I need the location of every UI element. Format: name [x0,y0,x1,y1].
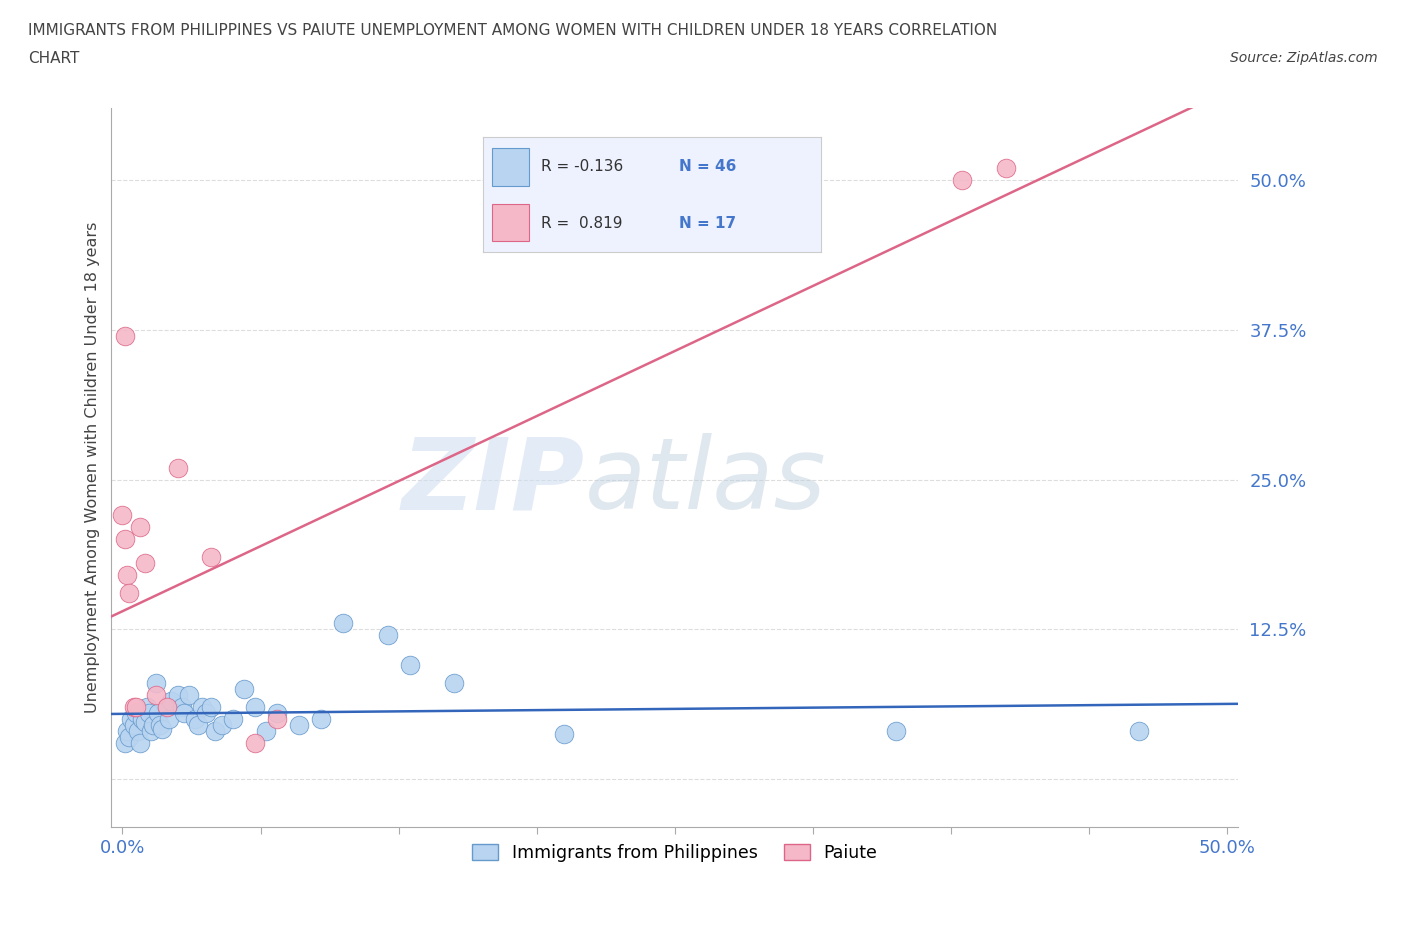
Point [243,699,266,714]
Point [111,508,134,523]
Point [266,711,288,726]
Text: Source: ZipAtlas.com: Source: ZipAtlas.com [1230,51,1378,65]
Point [149,718,172,733]
Point [145,688,167,703]
Point [166,460,188,475]
Text: IMMIGRANTS FROM PHILIPPINES VS PAIUTE UNEMPLOYMENT AMONG WOMEN WITH CHILDREN UND: IMMIGRANTS FROM PHILIPPINES VS PAIUTE UN… [28,23,997,38]
Text: ZIP: ZIP [402,433,585,530]
Point [115,568,138,583]
Point [173,706,195,721]
Point [177,688,200,703]
Point [184,711,207,726]
Text: CHART: CHART [28,51,80,66]
Point [125,699,148,714]
Point [129,736,152,751]
Point [1128,724,1150,738]
Point [138,706,160,721]
Point [187,718,209,733]
Point [398,658,420,672]
Point [211,718,233,733]
Point [266,706,288,721]
Point [160,694,183,709]
Point [332,616,354,631]
Point [288,718,311,733]
Point [134,556,156,571]
Point [195,706,218,721]
Point [204,724,226,738]
Point [118,586,141,601]
Point [127,724,149,738]
Point [122,699,145,714]
Point [146,706,169,721]
Point [129,520,152,535]
Point [142,718,165,733]
Point [114,328,136,343]
Point [172,699,194,714]
Point [200,699,222,714]
Point [145,676,167,691]
Point [443,676,465,691]
Point [125,706,148,721]
Point [950,172,973,187]
Point [254,724,277,738]
Point [150,722,173,737]
Point [131,711,153,726]
Point [156,699,179,714]
Point [134,714,156,729]
Point [156,699,179,714]
Point [222,711,245,726]
Point [233,682,256,697]
Text: atlas: atlas [585,433,827,530]
Point [157,711,180,726]
Point [377,628,399,643]
Point [141,724,163,738]
Point [311,711,333,726]
Legend: Immigrants from Philippines, Paiute: Immigrants from Philippines, Paiute [465,837,884,869]
Point [120,711,142,726]
Point [115,724,138,738]
Point [553,726,575,741]
Point [166,688,188,703]
Point [135,699,157,714]
Point [114,736,136,751]
Point [118,730,141,745]
Point [995,161,1018,176]
Point [114,532,136,547]
Point [191,699,214,714]
Point [243,736,266,751]
Y-axis label: Unemployment Among Women with Children Under 18 years: Unemployment Among Women with Children U… [86,222,100,713]
Point [884,724,907,738]
Point [200,550,222,565]
Point [122,718,145,733]
